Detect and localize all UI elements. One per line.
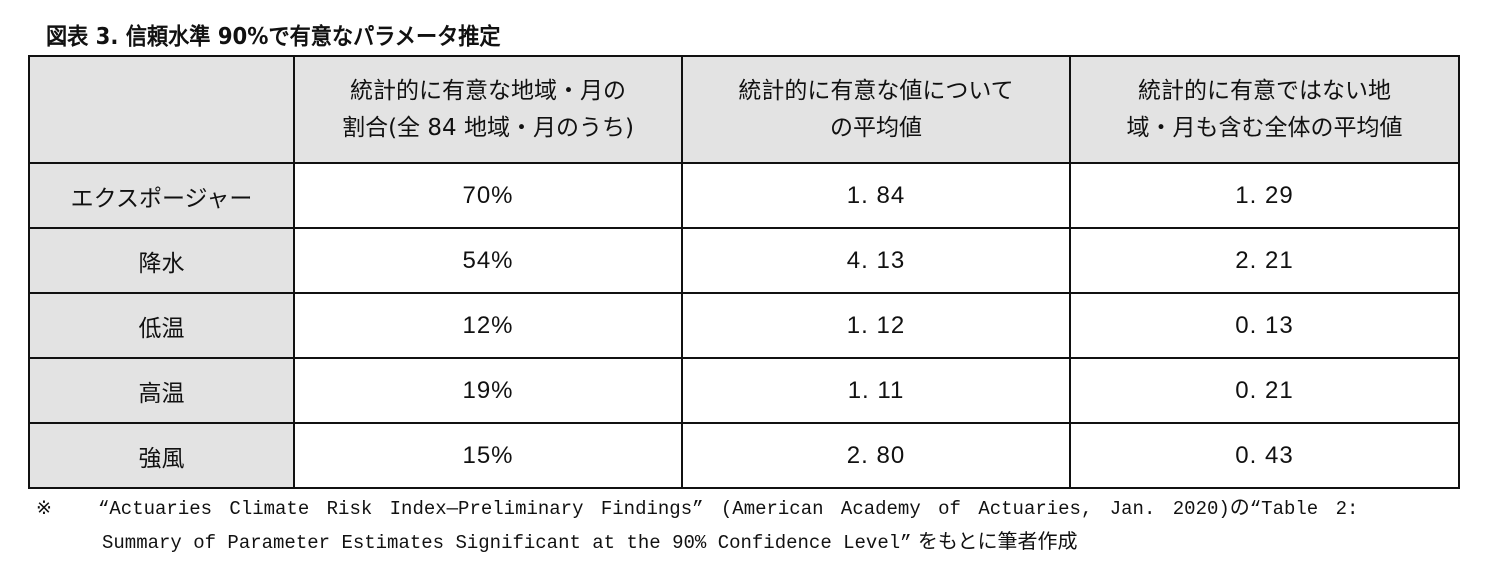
row-label: エクスポージャー: [28, 162, 295, 229]
corner-header-cell: [28, 55, 295, 164]
source-particle: の: [1229, 495, 1250, 519]
significant-mean-cell: 4. 13: [681, 227, 1071, 294]
table-row: 強風 15% 2. 80 0. 43: [28, 422, 1460, 489]
source-note-line-1: ※ “Actuaries Climate Risk Index—Prelimina…: [36, 491, 1476, 525]
parameter-estimates-table: 統計的に有意な地域・月の 割合(全 84 地域・月のうち) 統計的に有意な値につ…: [28, 55, 1460, 489]
header-line: 統計的に有意な値について: [738, 77, 1014, 104]
row-label: 強風: [28, 422, 295, 489]
source-note: ※ “Actuaries Climate Risk Index—Prelimina…: [36, 491, 1476, 559]
overall-mean-cell: 2. 21: [1069, 227, 1460, 294]
header-significant-mean: 統計的に有意な値について の平均値: [681, 55, 1071, 164]
significant-ratio-cell: 54%: [293, 227, 683, 294]
header-line: 割合(全 84 地域・月のうち): [342, 114, 634, 141]
header-line: 域・月も含む全体の平均値: [1126, 114, 1403, 141]
table-row: 低温 12% 1. 12 0. 13: [28, 292, 1460, 359]
table-row: 高温 19% 1. 11 0. 21: [28, 357, 1460, 424]
significant-ratio-cell: 12%: [293, 292, 683, 359]
source-table-ref: “Table 2:: [1249, 498, 1359, 520]
row-label: 高温: [28, 357, 295, 424]
significant-mean-cell: 1. 12: [681, 292, 1071, 359]
overall-mean-cell: 0. 13: [1069, 292, 1460, 359]
row-label: 降水: [28, 227, 295, 294]
source-attribution: をもとに筆者作成: [911, 529, 1078, 553]
row-label: 低温: [28, 292, 295, 359]
significant-ratio-cell: 19%: [293, 357, 683, 424]
significant-ratio-cell: 15%: [293, 422, 683, 489]
source-note-line-2: Summary of Parameter Estimates Significa…: [36, 525, 1476, 559]
table-header-row: 統計的に有意な地域・月の 割合(全 84 地域・月のうち) 統計的に有意な値につ…: [28, 55, 1460, 164]
overall-mean-cell: 1. 29: [1069, 162, 1460, 229]
significant-mean-cell: 1. 11: [681, 357, 1071, 424]
table-row: エクスポージャー 70% 1. 84 1. 29: [28, 162, 1460, 229]
significant-ratio-cell: 70%: [293, 162, 683, 229]
figure-title: 図表 3. 信頼水準 90%で有意なパラメータ推定: [46, 24, 501, 50]
header-line: 統計的に有意ではない地: [1138, 77, 1391, 104]
header-line: の平均値: [830, 114, 922, 141]
header-overall-mean: 統計的に有意ではない地 域・月も含む全体の平均値: [1069, 55, 1460, 164]
overall-mean-cell: 0. 43: [1069, 422, 1460, 489]
significant-mean-cell: 1. 84: [681, 162, 1071, 229]
overall-mean-cell: 0. 21: [1069, 357, 1460, 424]
table-row: 降水 54% 4. 13 2. 21: [28, 227, 1460, 294]
source-title: “Actuaries Climate Risk Index—Preliminar…: [98, 498, 1230, 520]
header-significant-ratio: 統計的に有意な地域・月の 割合(全 84 地域・月のうち): [293, 55, 683, 164]
reference-mark-icon: ※: [36, 497, 52, 519]
source-table-title: Summary of Parameter Estimates Significa…: [102, 532, 912, 554]
significant-mean-cell: 2. 80: [681, 422, 1071, 489]
header-line: 統計的に有意な地域・月の: [350, 77, 626, 104]
